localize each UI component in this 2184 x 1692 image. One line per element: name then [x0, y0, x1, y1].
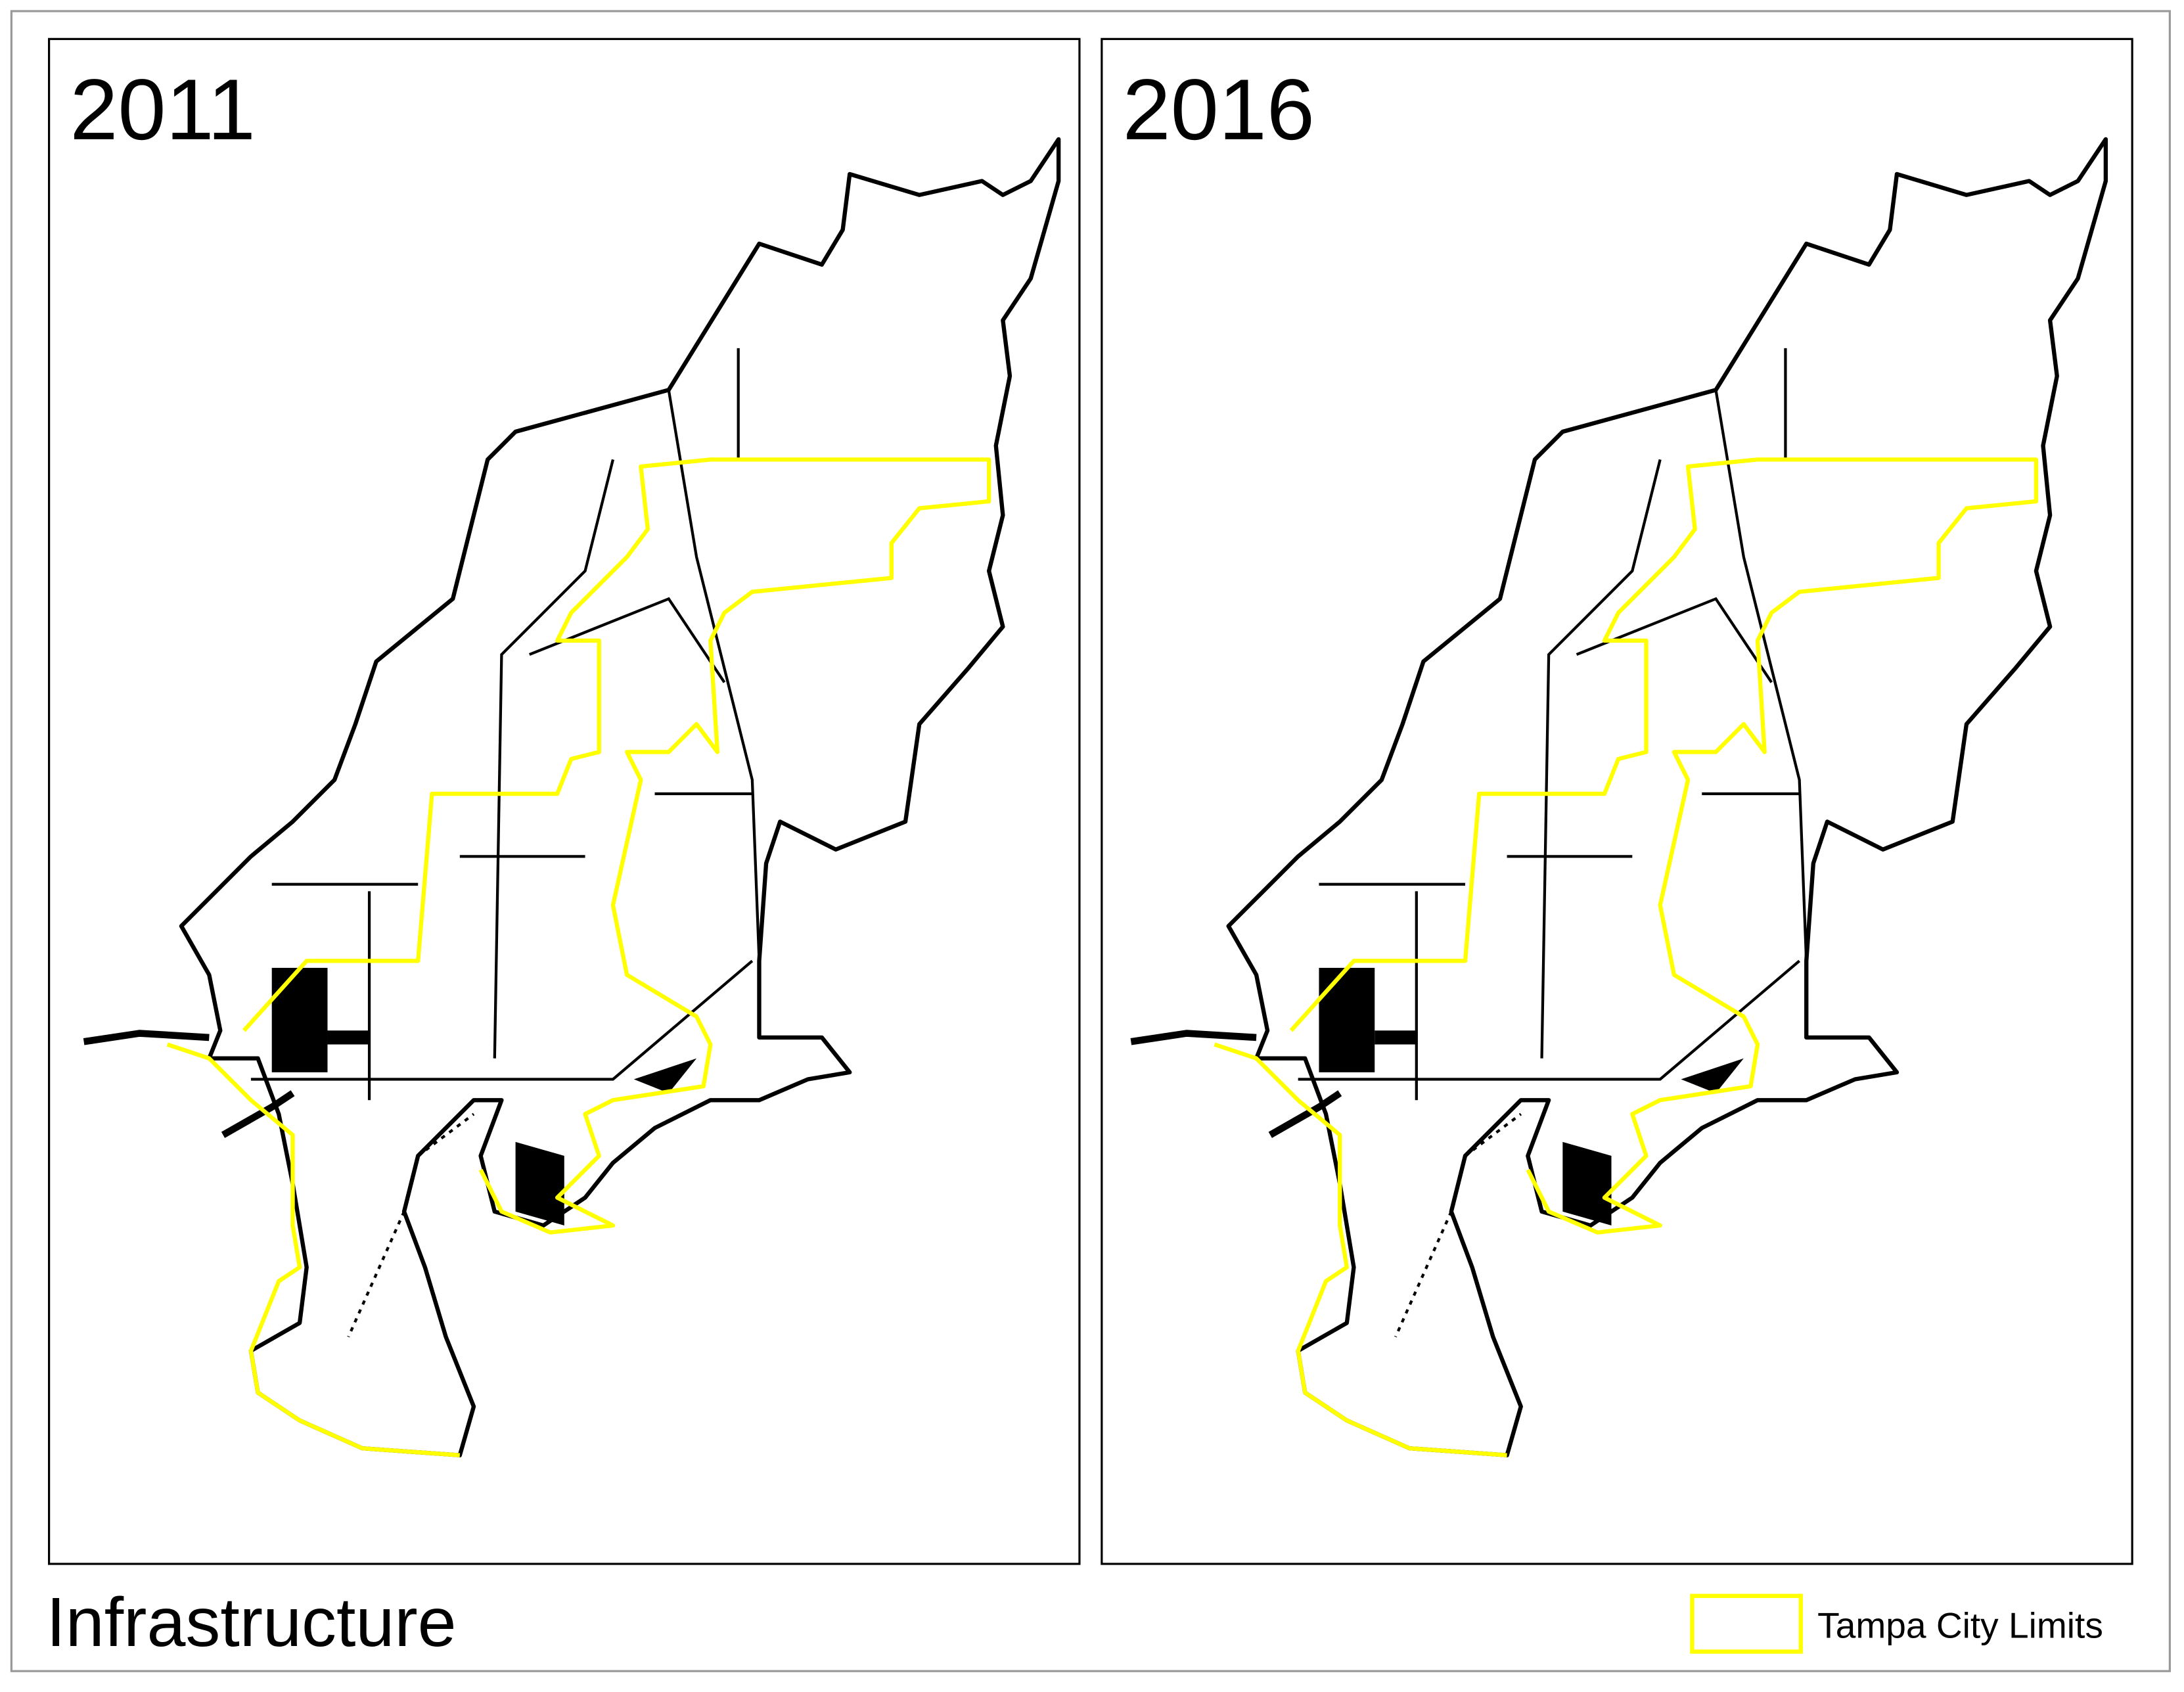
- map-panel: [48, 37, 1081, 1565]
- figure-title: Infrastructure: [46, 1584, 456, 1661]
- legend-label: Tampa City Limits: [1817, 1605, 2103, 1645]
- legend-swatch: [1690, 1593, 1803, 1654]
- panel-title: 2016: [1123, 61, 1315, 158]
- panel-title: 2011: [70, 61, 256, 158]
- map-panel: [1101, 37, 2133, 1565]
